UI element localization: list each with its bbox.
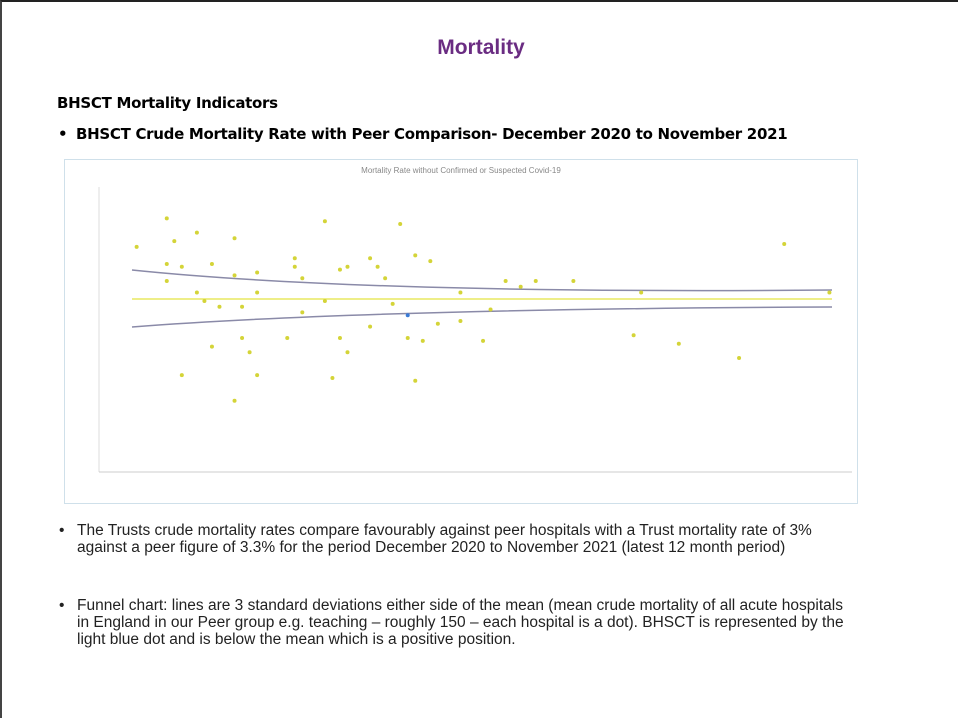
point (639, 290, 644, 295)
chart-heading: BHSCT Crude Mortality Rate with Peer Com… (58, 125, 788, 143)
point (164, 216, 169, 221)
point (571, 279, 576, 284)
point (676, 341, 681, 346)
upper-limit (131, 269, 833, 292)
point (428, 259, 433, 264)
bullet: The Trusts crude mortality rates compare… (59, 522, 857, 556)
point (300, 310, 305, 315)
point (413, 253, 418, 258)
point (458, 290, 463, 295)
point (292, 264, 297, 269)
point (285, 336, 290, 341)
point (345, 350, 350, 355)
point (420, 338, 425, 343)
point (240, 336, 245, 341)
point (322, 299, 327, 303)
point (435, 321, 440, 326)
point (209, 344, 214, 349)
point (413, 378, 418, 383)
chart: Mortality Rate without Confirmed or Susp… (64, 159, 858, 504)
point (322, 219, 327, 224)
point (255, 290, 260, 295)
point (503, 279, 508, 284)
point (232, 398, 237, 403)
point (827, 290, 832, 295)
point (368, 256, 373, 261)
point (292, 256, 297, 261)
point (405, 336, 410, 341)
point (533, 279, 538, 284)
point (300, 276, 305, 281)
point (255, 373, 260, 378)
point (134, 244, 139, 249)
point (202, 299, 207, 303)
point (337, 336, 342, 341)
point (383, 276, 388, 281)
point (330, 375, 335, 380)
point (368, 324, 373, 329)
chart-title: Mortality Rate without Confirmed or Susp… (361, 166, 561, 175)
bullet: Funnel chart: lines are 3 standard devia… (59, 597, 857, 648)
point (631, 333, 636, 338)
point (398, 222, 403, 227)
point (405, 313, 410, 318)
point (172, 239, 177, 244)
point (375, 264, 380, 269)
point (737, 356, 742, 360)
point (255, 270, 260, 275)
slide-title: Mortality (437, 36, 525, 59)
point (209, 261, 214, 266)
points (134, 216, 832, 403)
point (179, 264, 184, 269)
point (518, 284, 523, 289)
point (179, 373, 184, 378)
point (232, 273, 237, 278)
point (458, 318, 463, 323)
point (782, 242, 787, 246)
section-heading: BHSCT Mortality Indicators (57, 94, 278, 112)
point (217, 304, 222, 309)
point (488, 307, 493, 312)
point (164, 279, 169, 284)
point (337, 267, 342, 272)
point (194, 290, 199, 295)
point (345, 264, 350, 269)
point (232, 236, 237, 241)
point (481, 338, 486, 343)
point (164, 261, 169, 266)
point (240, 304, 245, 309)
point (247, 350, 252, 355)
point (390, 301, 395, 306)
lower-limit (131, 306, 833, 328)
chart-frame (64, 159, 858, 504)
point (194, 230, 199, 235)
